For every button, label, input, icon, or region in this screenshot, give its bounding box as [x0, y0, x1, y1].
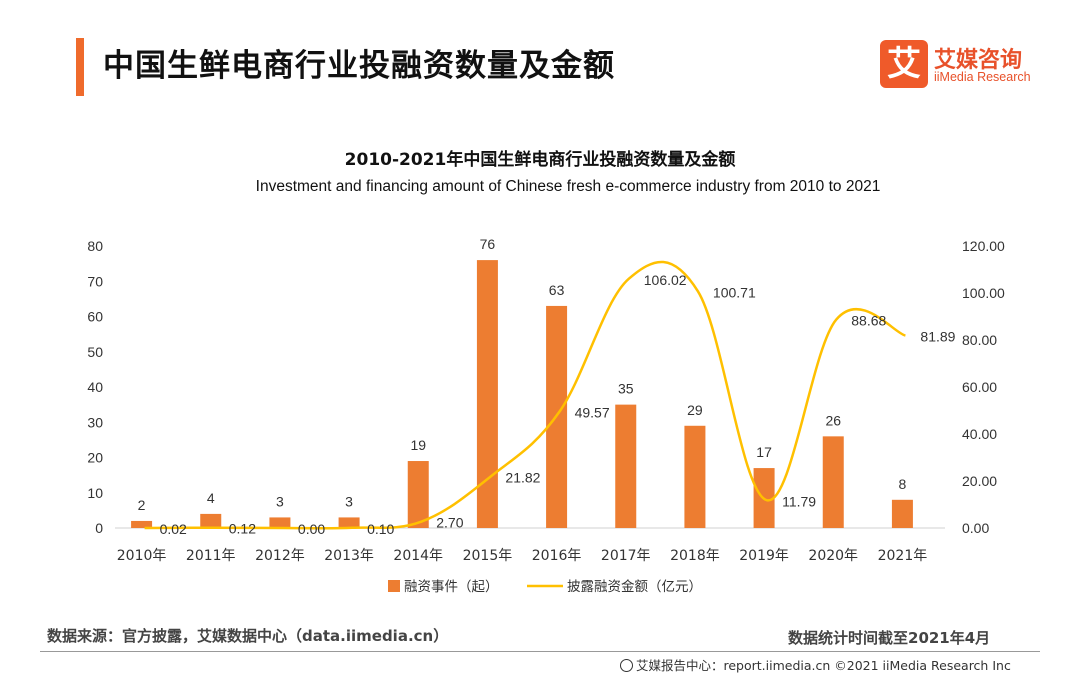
y-left-tick-label: 10 [87, 485, 103, 501]
line-point-label: 2.70 [436, 515, 463, 531]
y-right-tick-label: 80.00 [962, 332, 997, 348]
line-point-label: 11.79 [782, 493, 816, 509]
y-left-tick-label: 40 [87, 379, 103, 395]
legend-label-bar: 融资事件（起） [404, 579, 499, 595]
x-tick-label: 2010年 [117, 548, 167, 564]
bar-value-label: 76 [480, 236, 496, 252]
chart-subtitle: Investment and financing amount of Chine… [255, 178, 881, 195]
bar [131, 520, 153, 528]
bar [891, 499, 913, 528]
x-tick-label: 2018年 [670, 548, 720, 564]
x-tick-label: 2017年 [601, 548, 651, 564]
y-right-tick-label: 60.00 [962, 379, 997, 395]
footer-credit: 艾媒报告中心：report.iimedia.cn ©2021 iiMedia R… [620, 655, 1011, 674]
bar [200, 513, 222, 528]
line-point-label: 100.71 [713, 284, 756, 300]
x-tick-label: 2014年 [393, 548, 443, 564]
bar-value-label: 19 [410, 437, 426, 453]
y-right-tick-label: 120.00 [962, 238, 1005, 254]
bar [269, 517, 291, 528]
y-left-tick-label: 0 [95, 520, 103, 536]
data-cutoff-date: 数据统计时间截至2021年4月 [788, 629, 991, 647]
logo-mark-icon: 艾 [880, 40, 928, 88]
data-source: 数据来源：官方披露，艾媒数据中心（data.iimedia.cn） [47, 627, 449, 645]
x-tick-label: 2013年 [324, 548, 374, 564]
x-tick-label: 2015年 [463, 548, 513, 564]
y-right-tick-label: 100.00 [962, 285, 1005, 301]
line-series-amount [144, 260, 906, 530]
logo-text-cn: 艾媒咨询 [934, 48, 1023, 73]
line-point-label: 0.02 [160, 521, 187, 537]
chart-title: 2010-2021年中国生鲜电商行业投融资数量及金额 [344, 150, 736, 170]
x-tick-label: 2016年 [532, 548, 582, 564]
footer-divider [40, 651, 1040, 652]
bar-value-label: 2 [138, 497, 146, 513]
line-point-label: 106.02 [644, 272, 687, 288]
y-right-tick-label: 40.00 [962, 426, 997, 442]
y-right-tick-label: 0.00 [962, 520, 989, 536]
bar [476, 260, 498, 528]
title-accent-bar [76, 38, 84, 96]
bar [615, 404, 637, 528]
bar-value-label: 63 [549, 282, 565, 298]
legend-swatch-bar [388, 580, 400, 592]
iimedia-logo: 艾 艾媒咨询 iiMedia Research [880, 40, 1050, 90]
footer-credit-text: 艾媒报告中心：report.iimedia.cn ©2021 iiMedia R… [636, 658, 1011, 673]
bar [684, 425, 706, 528]
line-point-label: 21.82 [505, 470, 540, 486]
bar-value-label: 35 [618, 381, 634, 397]
globe-icon [620, 659, 633, 672]
line-point-label: 49.57 [575, 405, 610, 421]
bar-value-label: 17 [756, 444, 772, 460]
bar [822, 436, 844, 528]
bar [338, 517, 360, 528]
bar [407, 461, 429, 528]
y-right-tick-label: 20.00 [962, 473, 997, 489]
bar-value-label: 3 [345, 493, 353, 509]
y-left-tick-label: 80 [87, 238, 103, 254]
line-point-label: 0.00 [298, 521, 325, 537]
bar-value-label: 26 [825, 412, 841, 428]
y-left-tick-label: 70 [87, 273, 103, 289]
line-point-label: 0.10 [367, 521, 394, 537]
x-tick-label: 2020年 [808, 548, 858, 564]
y-left-tick-label: 60 [87, 309, 103, 325]
bar-value-label: 3 [276, 493, 284, 509]
logo-text-en: iiMedia Research [934, 70, 1031, 84]
page-title: 中国生鲜电商行业投融资数量及金额 [103, 48, 615, 84]
legend-label-line: 披露融资金额（亿元） [567, 579, 702, 595]
line-point-label: 88.68 [851, 313, 886, 329]
line-point-label: 81.89 [920, 329, 955, 345]
y-left-tick-label: 50 [87, 344, 103, 360]
y-left-tick-label: 20 [87, 450, 103, 466]
bar-value-label: 4 [207, 490, 215, 506]
bar-value-label: 8 [899, 476, 907, 492]
x-tick-label: 2011年 [186, 548, 236, 564]
y-left-tick-label: 30 [87, 414, 103, 430]
bar-value-label: 29 [687, 402, 703, 418]
x-tick-label: 2021年 [878, 548, 928, 564]
x-tick-label: 2019年 [739, 548, 789, 564]
x-tick-label: 2012年 [255, 548, 305, 564]
line-point-label: 0.12 [229, 521, 256, 537]
